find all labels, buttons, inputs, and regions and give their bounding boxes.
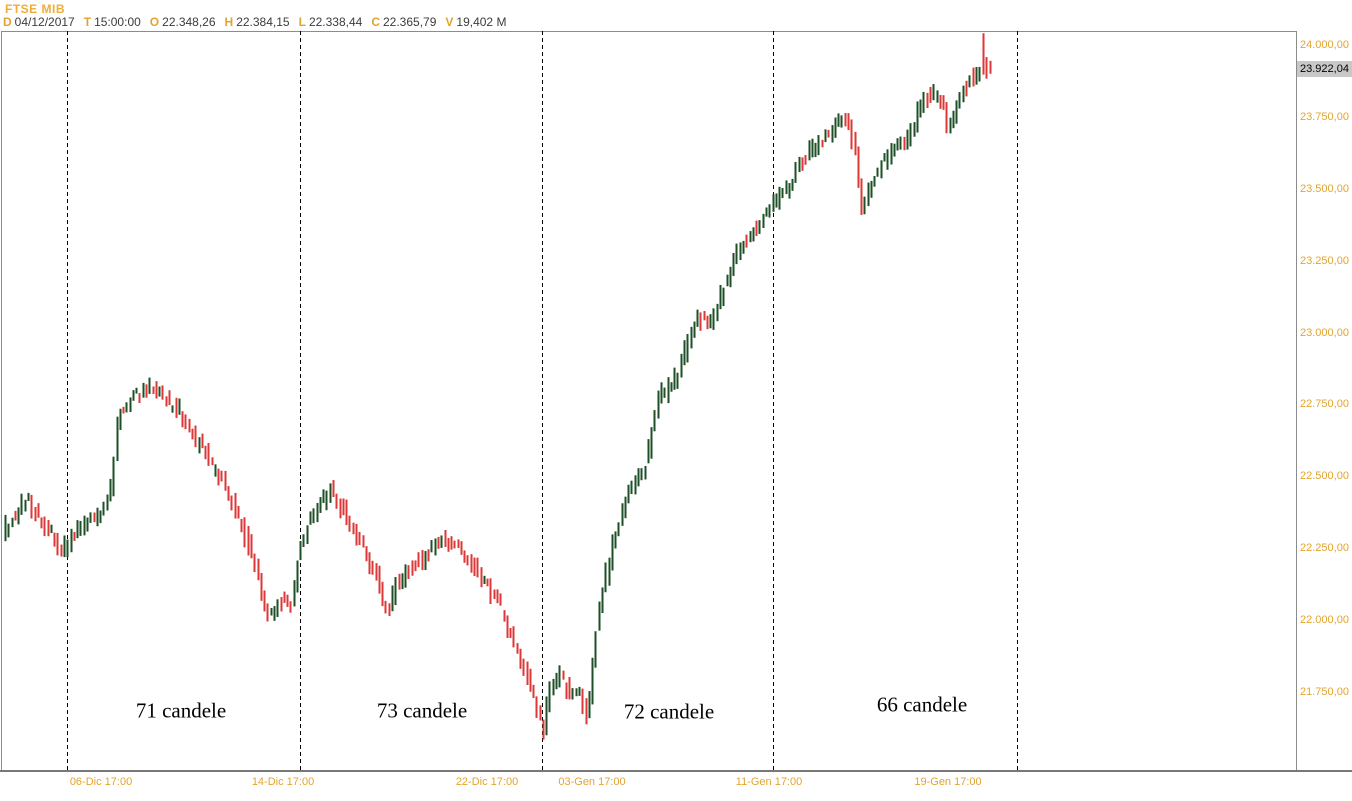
x-axis-tick-label: 14-Dic 17:00 [251, 776, 315, 788]
section-candle-count-label: 72 candele [623, 699, 715, 724]
y-axis-tick-label: 23.750,00 [1300, 110, 1349, 123]
x-axis-tick-label: 11-Gen 17:00 [735, 776, 803, 788]
x-axis-line [0, 770, 1352, 772]
x-axis-tick-label: 03-Gen 17:00 [558, 776, 626, 788]
x-axis-tick-label: 22-Dic 17:00 [455, 776, 519, 788]
current-price-tag: 23.922,04 [1297, 61, 1352, 77]
header-field: L 22.338,44 [298, 15, 363, 29]
y-axis-tick-label: 22.250,00 [1300, 542, 1349, 555]
y-axis-tick-label: 22.500,00 [1300, 470, 1349, 483]
instrument-title: FTSE MIB [5, 2, 65, 16]
x-axis-tick-label: 19-Gen 17:00 [914, 776, 982, 788]
section-candle-count-label: 73 candele [376, 698, 468, 723]
header-field: O 22.348,26 [149, 15, 216, 29]
header-info: D 04/12/2017 T 15:00:00 O 22.348,26 H 22.384,15… [3, 15, 515, 29]
section-candle-count-label: 71 candele [135, 698, 227, 723]
header-field: V 19,402 M [445, 15, 507, 29]
y-axis-tick-label: 23.000,00 [1300, 326, 1349, 339]
y-axis-tick-label: 21.750,00 [1300, 686, 1349, 698]
y-axis-tick-label: 22.750,00 [1300, 398, 1349, 411]
plot-area-frame [1, 31, 1297, 771]
y-axis-tick-label: 24.000,00 [1300, 39, 1349, 51]
y-axis-tick-label: 22.000,00 [1300, 614, 1349, 627]
x-axis-tick-label: 06-Dic 17:00 [69, 776, 133, 788]
header-field: C 22.365,79 [371, 15, 437, 29]
header-field: H 22.384,15 [224, 15, 290, 29]
y-axis-tick-label: 23.250,00 [1300, 254, 1349, 267]
y-axis-tick-label: 23.500,00 [1300, 182, 1349, 195]
header-field: D 04/12/2017 [3, 15, 75, 29]
section-candle-count-label: 66 candele [876, 692, 968, 717]
header-field: T 15:00:00 [83, 15, 141, 29]
